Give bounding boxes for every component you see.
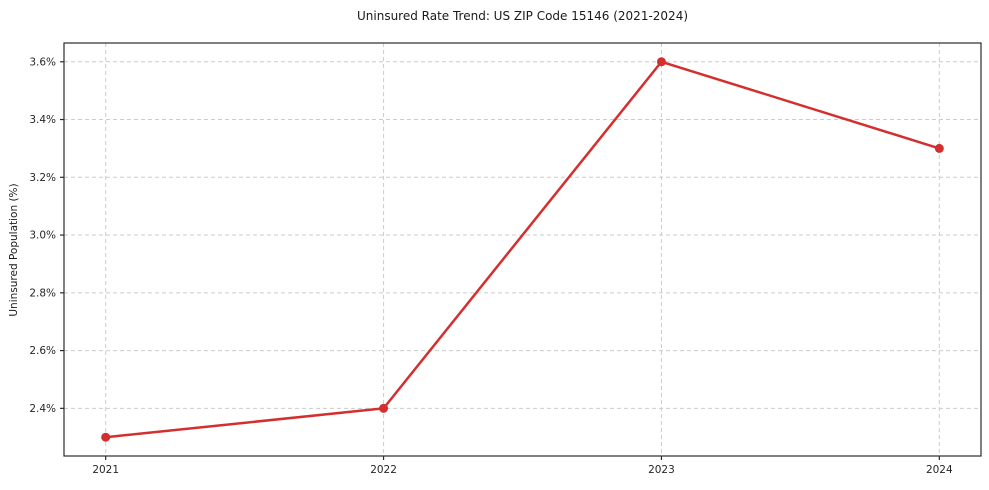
plot-frame bbox=[63, 42, 982, 457]
x-tick-label: 2023 bbox=[648, 464, 675, 476]
x-tick-label: 2022 bbox=[370, 464, 397, 476]
x-tick-label: 2021 bbox=[92, 464, 119, 476]
y-tick-label: 3.0% bbox=[29, 230, 56, 242]
data-point-marker bbox=[101, 432, 111, 442]
chart-title: Uninsured Rate Trend: US ZIP Code 15146 … bbox=[356, 9, 689, 23]
y-tick-label: 2.6% bbox=[29, 345, 56, 357]
data-point-marker bbox=[379, 403, 389, 413]
x-tick-label: 2024 bbox=[926, 464, 953, 476]
data-line bbox=[104, 60, 941, 439]
y-tick-label: 3.2% bbox=[29, 172, 56, 184]
y-tick-label: 2.4% bbox=[29, 403, 56, 415]
y-tick-label: 3.6% bbox=[29, 56, 56, 68]
data-point-marker bbox=[656, 57, 666, 67]
data-point-marker bbox=[934, 143, 944, 153]
y-tick-label: 3.4% bbox=[29, 114, 56, 126]
y-tick-label: 2.8% bbox=[29, 287, 56, 299]
y-axis-label: Uninsured Population (%) bbox=[8, 183, 20, 317]
